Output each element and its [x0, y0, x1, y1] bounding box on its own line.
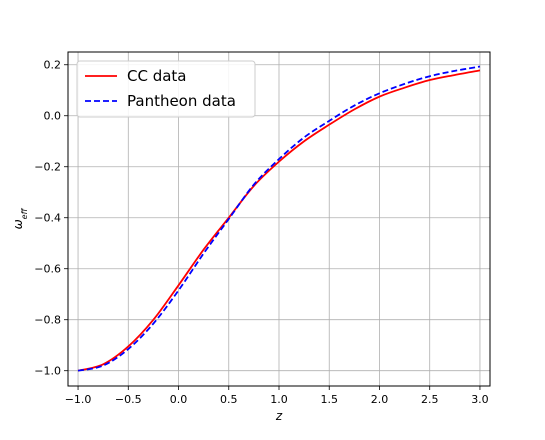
series-line-pantheon-data: [77, 65, 481, 372]
y-axis-label-base: ω: [11, 219, 25, 229]
x-tick-label: 3.0: [471, 393, 489, 406]
y-tick-label: −0.2: [34, 161, 61, 174]
y-tick-label: 0.2: [44, 59, 62, 72]
legend-label: Pantheon data: [127, 92, 236, 110]
x-tick-label: 0.5: [220, 393, 238, 406]
legend-label: CC data: [127, 67, 187, 85]
legend-box: [76, 60, 256, 118]
grid: [68, 52, 490, 386]
series-line-cc-data: [77, 69, 481, 372]
y-tick-label: −0.4: [34, 212, 61, 225]
ticks: −1.0 −0.5 0.0 0.5 1.0 1.5 2.0 2.5 3.0 −1.0 −0.8 −0.…: [34, 59, 488, 406]
y-axis-label: ωeff: [11, 207, 29, 229]
x-tick-label: −1.0: [65, 393, 92, 406]
y-tick-label: −0.8: [34, 314, 61, 327]
x-tick-label: 2.5: [421, 393, 439, 406]
x-axis-label: z: [275, 409, 283, 423]
series-layer: [77, 65, 481, 372]
y-axis-label-subscript: eff: [20, 207, 29, 219]
y-tick-label: 0.0: [44, 110, 62, 123]
svg-text:ωeff: ωeff: [11, 207, 29, 229]
y-tick-label: −1.0: [34, 365, 61, 378]
legend: CC data Pantheon data: [76, 60, 256, 118]
x-tick-label: 1.5: [320, 393, 338, 406]
x-tick-label: −0.5: [115, 393, 142, 406]
x-tick-label: 1.0: [270, 393, 288, 406]
x-tick-label: 0.0: [170, 393, 188, 406]
x-tick-label: 2.0: [371, 393, 389, 406]
y-tick-label: −0.6: [34, 263, 61, 276]
